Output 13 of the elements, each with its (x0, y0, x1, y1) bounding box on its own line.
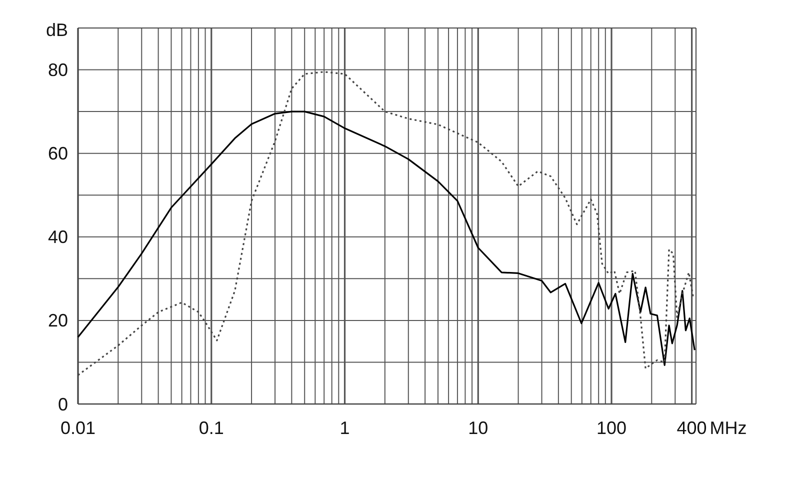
x-tick-label: 100 (596, 418, 627, 438)
x-tick-label: 1 (340, 418, 350, 438)
x-tick-label: 400 (676, 418, 707, 438)
y-axis-title: dB (46, 20, 68, 40)
y-tick-label: 0 (58, 394, 68, 414)
x-tick-label: 0.1 (198, 418, 224, 438)
y-tick-label: 60 (48, 144, 68, 164)
x-tick-label: 0.01 (60, 418, 96, 438)
x-tick-label: 10 (468, 418, 488, 438)
y-tick-label: 20 (48, 310, 68, 331)
x-axis-title: MHz (710, 418, 747, 438)
y-tick-label: 40 (48, 227, 68, 248)
y-tick-label: 80 (48, 60, 68, 80)
